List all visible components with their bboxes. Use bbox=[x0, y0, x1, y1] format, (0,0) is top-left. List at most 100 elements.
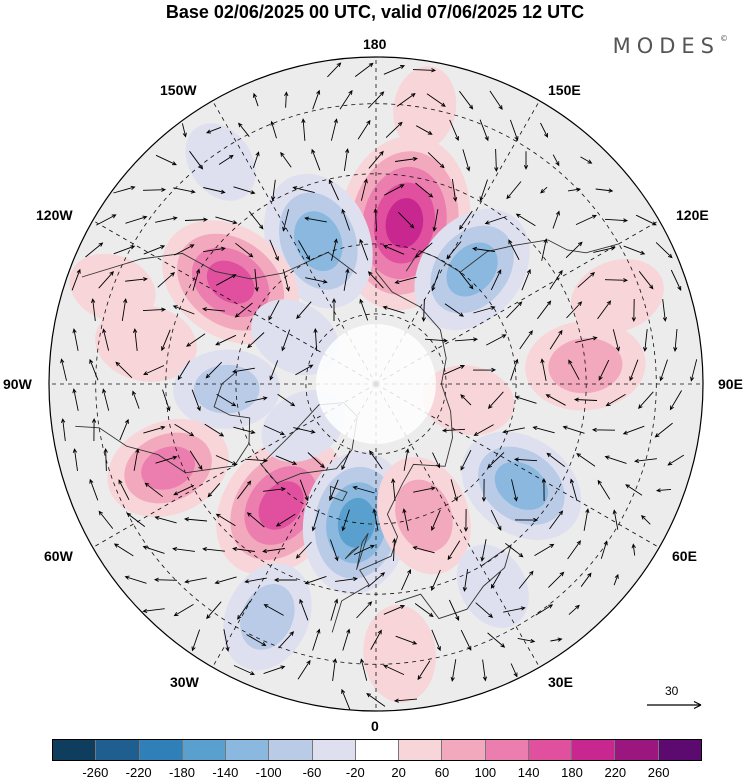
wind-arrow bbox=[600, 540, 608, 559]
wind-arrow bbox=[535, 604, 554, 616]
wind-arrow bbox=[216, 274, 237, 286]
colorbar-tick-label: -180 bbox=[168, 765, 196, 780]
wind-arrow bbox=[372, 508, 379, 531]
wind-arrow bbox=[89, 358, 99, 381]
meridian bbox=[92, 220, 377, 385]
wind-arrow bbox=[143, 245, 166, 255]
wind-arrow bbox=[426, 93, 446, 107]
wind-arrow bbox=[475, 602, 494, 618]
anomaly-level bbox=[337, 497, 376, 548]
wind-arrow bbox=[202, 546, 225, 552]
wind-arrow bbox=[431, 569, 441, 592]
meridian bbox=[212, 383, 377, 668]
wind-arrow bbox=[508, 239, 520, 261]
wind-arrow bbox=[487, 632, 506, 648]
wind-arrow bbox=[655, 488, 672, 493]
wind-arrow bbox=[341, 688, 351, 711]
wind-arrow bbox=[509, 119, 519, 142]
wind-arrow bbox=[223, 629, 230, 652]
wind-arrow bbox=[60, 418, 66, 441]
wind-arrow bbox=[481, 478, 487, 503]
wind-arrow bbox=[263, 486, 286, 492]
wind-arrow bbox=[412, 545, 435, 554]
wind-arrow bbox=[232, 367, 255, 374]
wind-arrow bbox=[186, 333, 206, 347]
lon-label-0: 0 bbox=[371, 718, 379, 734]
wind-arrow bbox=[162, 389, 171, 412]
wind-arrow bbox=[510, 358, 519, 381]
wind-arrow bbox=[192, 268, 201, 291]
wind-arrow bbox=[312, 89, 321, 110]
wind-arrow bbox=[359, 298, 369, 321]
colorbar-tick-label: 180 bbox=[561, 765, 583, 780]
wind-arrow bbox=[206, 601, 222, 620]
wind-arrow bbox=[382, 305, 405, 314]
wind-arrow bbox=[446, 241, 462, 260]
wind-arrow bbox=[368, 150, 384, 169]
wind-arrow bbox=[215, 334, 237, 346]
wind-arrow bbox=[631, 543, 636, 556]
wind-arrow bbox=[132, 328, 138, 351]
wind-arrow bbox=[612, 509, 619, 530]
wind-arrow bbox=[412, 68, 437, 73]
wind-arrow bbox=[414, 242, 433, 258]
wind-arrow bbox=[295, 364, 314, 376]
wind-arrow bbox=[397, 211, 415, 229]
meridian bbox=[375, 383, 660, 548]
wind-arrow bbox=[605, 394, 626, 407]
wind-arrow bbox=[540, 186, 548, 194]
wind-arrow bbox=[569, 478, 578, 501]
colorbar-tick-label: -220 bbox=[125, 765, 152, 780]
wind-arrow bbox=[189, 150, 204, 170]
brand-copyright: © bbox=[720, 34, 728, 43]
wind-arrow bbox=[143, 365, 165, 376]
anomaly-center bbox=[461, 431, 582, 541]
wind-arrow bbox=[441, 428, 466, 433]
wind-arrow bbox=[144, 482, 163, 498]
wind-arrow bbox=[604, 218, 629, 223]
wind-arrow bbox=[385, 121, 403, 138]
lon-label-180: 180 bbox=[363, 36, 387, 52]
lon-label-90e: 90E bbox=[718, 376, 743, 392]
wind-arrow bbox=[575, 336, 598, 343]
wind-arrow bbox=[506, 181, 522, 200]
wind-arrow bbox=[480, 539, 487, 562]
wind-arrow bbox=[449, 119, 459, 142]
wind-arrow bbox=[519, 330, 533, 350]
wind-arrow bbox=[118, 479, 130, 501]
colorbar-swatch bbox=[355, 740, 400, 760]
wind-arrow bbox=[444, 303, 464, 317]
wind-arrow bbox=[514, 395, 537, 404]
wind-arrow bbox=[494, 148, 499, 173]
wind-arrow bbox=[85, 242, 104, 258]
wind-arrow bbox=[541, 238, 548, 261]
polar-map[interactable]: 180 150W 150E 120W 120E 90W 90E 60W 60E … bbox=[0, 0, 750, 734]
wind-arrow bbox=[490, 509, 502, 531]
wind-arrow bbox=[462, 569, 469, 592]
wind-arrow bbox=[359, 238, 369, 261]
meridian bbox=[375, 383, 540, 668]
wind-arrow bbox=[133, 448, 140, 471]
wind-arrow bbox=[662, 299, 668, 322]
modes-logo: MODES© bbox=[613, 34, 728, 58]
wind-arrow bbox=[102, 388, 110, 411]
polar-cap bbox=[316, 324, 436, 444]
wind-arrow bbox=[642, 329, 648, 352]
latitude-circle bbox=[305, 313, 447, 455]
colorbar-swatch bbox=[226, 740, 270, 760]
wind-arrow bbox=[353, 544, 375, 556]
wind-arrow bbox=[604, 278, 629, 283]
wind-arrow bbox=[98, 271, 114, 289]
wind-arrow bbox=[540, 358, 547, 381]
wind-arrow bbox=[623, 245, 646, 255]
anomaly-level bbox=[446, 242, 498, 297]
wind-arrow bbox=[613, 573, 619, 586]
wind-arrow bbox=[598, 359, 610, 381]
wind-arrow bbox=[312, 628, 321, 651]
wind-arrow bbox=[115, 361, 133, 379]
wind-arrow bbox=[484, 216, 507, 225]
wind-arrow bbox=[124, 575, 147, 584]
wind-arrow bbox=[482, 659, 488, 682]
wind-arrow bbox=[183, 517, 208, 522]
anomaly-center bbox=[95, 305, 197, 382]
